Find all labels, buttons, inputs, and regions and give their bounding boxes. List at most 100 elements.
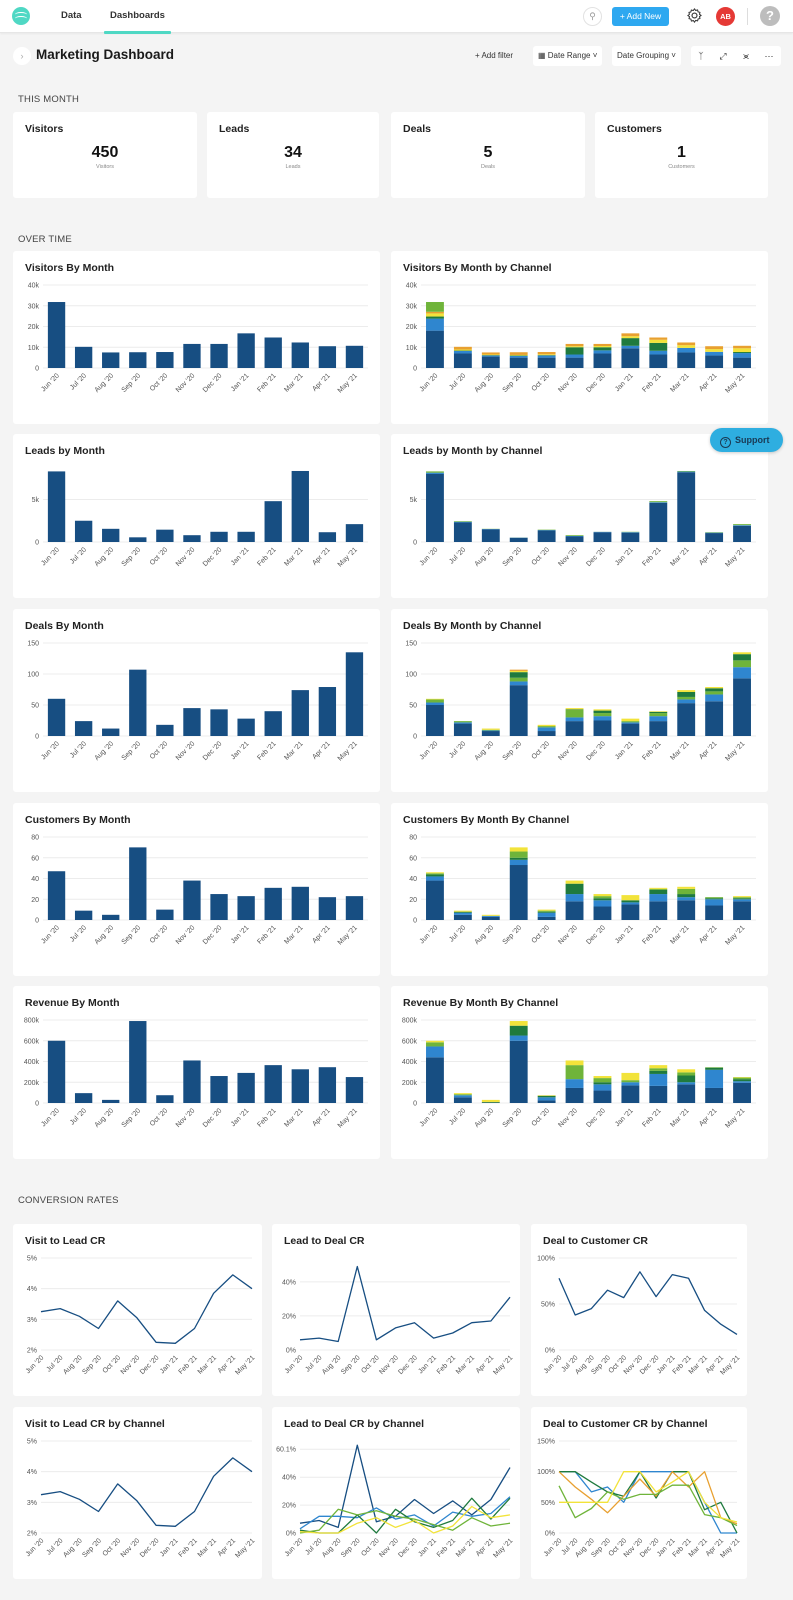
chart-card-visitors-by-month[interactable]: Visitors By Month 0 10k 20k 30k 40k Jun '20 Jul… <box>13 251 380 424</box>
bar[interactable] <box>345 896 364 920</box>
bar-segment-navy[interactable] <box>565 721 584 736</box>
bar-segment-blue[interactable] <box>705 351 724 356</box>
bar-segment-navy[interactable] <box>705 355 724 368</box>
bar[interactable] <box>345 652 364 736</box>
bar-segment-green[interactable] <box>733 897 751 899</box>
bar-segment-navy[interactable] <box>426 705 444 736</box>
bar[interactable] <box>47 871 66 920</box>
bar-segment-dkgreen[interactable] <box>537 911 556 913</box>
bar-segment-dkgreen[interactable] <box>649 889 668 895</box>
bar[interactable] <box>129 537 147 542</box>
bar-segment-dkgreen[interactable] <box>677 691 696 697</box>
bar-segment-navy[interactable] <box>537 530 556 542</box>
series-line-navy[interactable] <box>40 1274 253 1344</box>
bar-segment-blue[interactable] <box>677 897 696 901</box>
app-logo-icon[interactable] <box>12 7 30 25</box>
bar-segment-navy[interactable] <box>733 901 751 920</box>
bar-segment-dkgreen[interactable] <box>621 338 640 346</box>
bar-segment-dkgreen[interactable] <box>733 898 751 900</box>
bar-segment-blue[interactable] <box>565 1079 584 1088</box>
share-icon[interactable]: ⪤ <box>743 51 749 61</box>
bar-segment-yellow[interactable] <box>677 690 696 692</box>
bar-segment-blue[interactable] <box>426 876 444 881</box>
bar[interactable] <box>74 910 93 920</box>
bar-segment-yellow[interactable] <box>593 346 612 348</box>
expand-icon[interactable]: ⤢ <box>719 51 727 61</box>
chart-card-lead-to-deal-cr-by-channel[interactable]: Lead to Deal CR by Channel 0% 20% 40% 60.1% J… <box>272 1407 520 1579</box>
bar[interactable] <box>183 708 201 736</box>
chart-card-customers-by-month-by-channel[interactable]: Customers By Month By Channel 0 20 40 60 80 Ju… <box>391 803 768 976</box>
bar-segment-yellow[interactable] <box>565 1060 584 1066</box>
bar-segment-yellow[interactable] <box>621 336 640 339</box>
help-icon[interactable]: ? <box>760 6 780 26</box>
bar-segment-navy[interactable] <box>677 703 696 736</box>
bar-segment-blue[interactable] <box>649 894 668 902</box>
bar-segment-blue[interactable] <box>705 1069 724 1088</box>
add-filter-button[interactable]: + Add filter <box>475 51 514 60</box>
bar-segment-navy[interactable] <box>705 701 724 736</box>
bar-segment-navy[interactable] <box>733 678 751 736</box>
bar-segment-navy[interactable] <box>593 1090 612 1103</box>
chart-card-leads-by-month-by-channel[interactable]: Leads by Month by Channel 0 5k Jun '20 Jul '… <box>391 434 768 598</box>
bar-segment-green[interactable] <box>677 888 696 895</box>
bar-segment-yellow[interactable] <box>426 313 444 317</box>
bar-segment-yellow[interactable] <box>537 909 556 911</box>
bar-segment-navy[interactable] <box>565 1087 584 1103</box>
bar[interactable] <box>237 333 255 368</box>
chart-card-visit-to-lead-cr-by-channel[interactable]: Visit to Lead CR by Channel 2% 3% 4% 5% Jun '… <box>13 1407 262 1579</box>
bar[interactable] <box>183 535 201 542</box>
bar-segment-dkgreen[interactable] <box>705 688 724 692</box>
bar-segment-dkgreen[interactable] <box>509 672 528 678</box>
bar[interactable] <box>264 501 282 542</box>
bar[interactable] <box>102 728 120 736</box>
bar-segment-orange[interactable] <box>677 342 696 346</box>
chart-card-deals-by-month[interactable]: Deals By Month 0 50 100 150 Jun '20 Jul '20 Aug… <box>13 609 380 792</box>
bar-segment-yellow[interactable] <box>565 880 584 884</box>
bar-segment-green[interactable] <box>537 910 556 912</box>
bar-segment-blue[interactable] <box>453 521 472 523</box>
date-grouping-button[interactable]: Date Grouping ˅ <box>612 46 681 66</box>
bar-segment-navy[interactable] <box>705 905 724 920</box>
bar[interactable] <box>102 352 120 368</box>
chart-card-revenue-by-month[interactable]: Revenue By Month 0 200k 400k 600k 800k Jun '20… <box>13 986 380 1159</box>
bar-segment-yellow[interactable] <box>509 1021 528 1026</box>
bar-segment-dkgreen[interactable] <box>426 874 444 877</box>
bar[interactable] <box>318 687 337 736</box>
bar-segment-blue[interactable] <box>453 722 472 724</box>
bar[interactable] <box>318 897 337 920</box>
bar-segment-navy[interactable] <box>593 532 612 542</box>
bar-segment-yellow[interactable] <box>426 1040 444 1043</box>
bar-segment-orange[interactable] <box>705 346 724 350</box>
bar-segment-blue[interactable] <box>733 667 751 679</box>
bar-segment-blue[interactable] <box>537 727 556 732</box>
bar-segment-green[interactable] <box>649 888 668 890</box>
bar-segment-navy[interactable] <box>509 1040 528 1103</box>
bar-segment-navy[interactable] <box>453 914 472 920</box>
series-line-orange[interactable] <box>558 1471 738 1525</box>
bar-segment-dkgreen[interactable] <box>649 342 668 351</box>
bar-segment-blue[interactable] <box>649 502 668 503</box>
bar[interactable] <box>291 342 309 368</box>
bar-segment-green[interactable] <box>705 897 724 899</box>
nav-tab-data[interactable]: Data <box>61 10 82 21</box>
bar-segment-yellow[interactable] <box>509 354 528 356</box>
bar-segment-blue[interactable] <box>537 355 556 358</box>
bar-segment-green[interactable] <box>733 660 751 668</box>
bar-segment-navy[interactable] <box>537 916 556 920</box>
bar-segment-dkgreen[interactable] <box>705 898 724 900</box>
bar-segment-navy[interactable] <box>705 533 724 542</box>
bar-segment-dkgreen[interactable] <box>593 347 612 351</box>
bar-segment-blue[interactable] <box>537 912 556 917</box>
bar-segment-blue[interactable] <box>509 1035 528 1041</box>
bar-segment-navy[interactable] <box>677 352 696 368</box>
bar-segment-blue[interactable] <box>453 912 472 915</box>
bar-segment-green[interactable] <box>649 501 668 503</box>
bar-segment-blue[interactable] <box>649 716 668 722</box>
support-button[interactable]: ? Support <box>710 428 783 452</box>
sidebar-toggle-button[interactable]: › <box>13 47 31 65</box>
bar-segment-yellow[interactable] <box>593 1076 612 1079</box>
bar-segment-navy[interactable] <box>649 354 668 368</box>
bar-segment-dkgreen[interactable] <box>565 709 584 710</box>
bar-segment-blue[interactable] <box>481 915 500 917</box>
bar-segment-blue[interactable] <box>593 350 612 354</box>
